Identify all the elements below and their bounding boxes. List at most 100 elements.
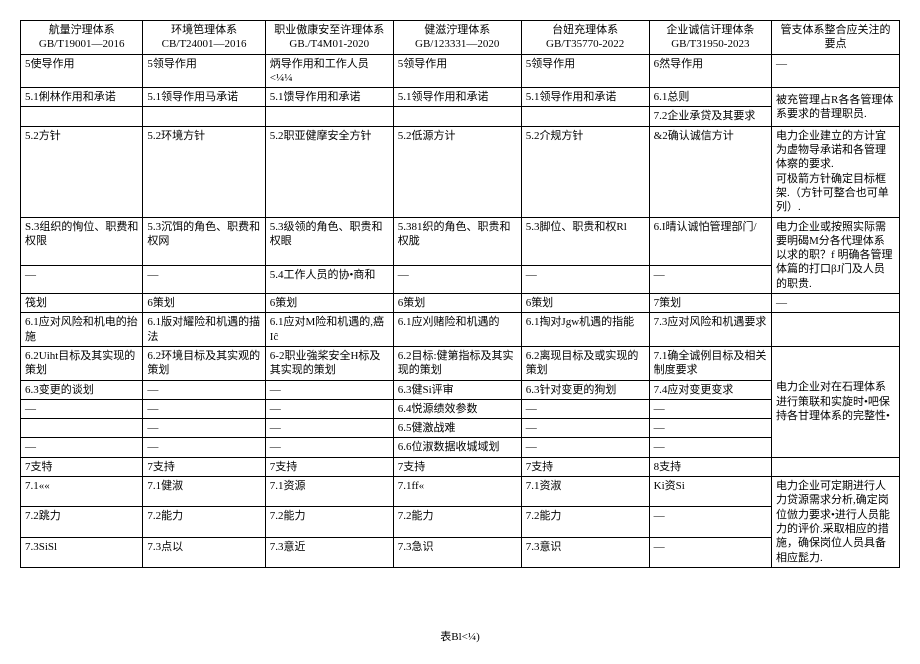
cell: 5.3级领的角色、职贵和权眼 xyxy=(265,217,393,266)
cell: 电力企业建立的方计宜为虚物导承诺和各管理体察的要求.可极箭方针确定目标框架.（方… xyxy=(772,126,900,217)
cell: 7.2能力 xyxy=(521,507,649,537)
cell: 7.1确全诚例目标及相关制度要求 xyxy=(649,346,771,380)
cell: — xyxy=(649,266,771,294)
cell: — xyxy=(265,380,393,399)
table-row: 6.3变更的谈划——6.3健Si评审6.3针对变更的狗划7.4应对变更变求 xyxy=(21,380,900,399)
cell: 7.4应对变更变求 xyxy=(649,380,771,399)
cell: — xyxy=(649,438,771,457)
cell: — xyxy=(521,438,649,457)
cell: 7支持 xyxy=(521,457,649,476)
cell: 6.1版对耀险和机遇的描法 xyxy=(143,313,265,347)
cell: 6.4悦源绩效参数 xyxy=(393,399,521,418)
table-row: ———6.4悦源绩效参数—— xyxy=(21,399,900,418)
cell: 5.3沉饵的角色、职费和权网 xyxy=(143,217,265,266)
cell xyxy=(21,107,143,126)
cell: — xyxy=(143,438,265,457)
cell: 5.2低源方计 xyxy=(393,126,521,217)
cell: 8支持 xyxy=(649,457,771,476)
cell: 6.2环境目标及其实观的策划 xyxy=(143,346,265,380)
cell: 6.1总则 xyxy=(649,88,771,107)
cell: 6策划 xyxy=(521,294,649,313)
cell xyxy=(393,107,521,126)
header-cell-3: 健滋泞理体系GB/123331—2020 xyxy=(393,21,521,55)
cell: 5.2介规方针 xyxy=(521,126,649,217)
cell: — xyxy=(649,507,771,537)
cell: 6.3健Si评审 xyxy=(393,380,521,399)
cell: 5.1领导作用和承诺 xyxy=(393,88,521,107)
cell: — xyxy=(649,419,771,438)
cell: — xyxy=(265,419,393,438)
cell: 7.3SiSl xyxy=(21,537,143,567)
cell: — xyxy=(649,537,771,567)
table-row: 5.2方针5.2环境方针5.2职亚健摩安全方针5.2低源方计5.2介规方针&2确… xyxy=(21,126,900,217)
cell: 5.2方针 xyxy=(21,126,143,217)
table-row: 5使导作用5领导作用炳导作用和工作人员<¼¼5领导作用5领导作用6然导作用— xyxy=(21,54,900,88)
cell: 6.3变更的谈划 xyxy=(21,380,143,399)
cell: S.3组织的恂位、职费和权限 xyxy=(21,217,143,266)
table-row: 7支特7支持7支持7支持7支持8支持 xyxy=(21,457,900,476)
cell: — xyxy=(772,294,900,313)
header-cell-4: 台妞充理体系GB/T35770-2022 xyxy=(521,21,649,55)
cell: 5.4工作人员的协•商和 xyxy=(265,266,393,294)
cell: — xyxy=(393,266,521,294)
cell xyxy=(772,313,900,347)
cell: 6.5健激战难 xyxy=(393,419,521,438)
cell: 6.6位淑数据收城域划 xyxy=(393,438,521,457)
cell: 5.2环境方针 xyxy=(143,126,265,217)
footer-caption: 表Bl<¼) xyxy=(20,628,900,644)
cell xyxy=(772,457,900,476)
cell xyxy=(265,107,393,126)
cell: 电力企业或按照实际需要明碣M分各代理体系以求的职？f 明确各管理体篇的打口βJ门… xyxy=(772,217,900,293)
table-row: 5.1俐林作用和承诺5.1领导作用马承诺5.1馈导作用和承诺5.1领导作用和承诺… xyxy=(21,88,900,107)
cell: 7.2企业承贷及其要求 xyxy=(649,107,771,126)
cell: — xyxy=(521,399,649,418)
cell: 7.3意识 xyxy=(521,537,649,567)
cell: — xyxy=(143,419,265,438)
table-row: 筏划6策划6策划6策划6策划7策划— xyxy=(21,294,900,313)
cell: 7.3应对风险和机遇要求 xyxy=(649,313,771,347)
table-row: 7.3SiSl7.3点以7.3意近7.3急识7.3意识— xyxy=(21,537,900,567)
header-cell-1: 环境笆理体系CB/T24001—2016 xyxy=(143,21,265,55)
cell: 5.1领导作用和承诺 xyxy=(521,88,649,107)
cell: 7.2能力 xyxy=(265,507,393,537)
cell: 5.381织的角色、职贵和权胧 xyxy=(393,217,521,266)
cell: 6-2职业強桨安全H标及其实现的策划 xyxy=(265,346,393,380)
cell: 6.2离现目标及或实现的策划 xyxy=(521,346,649,380)
cell: Ki资Si xyxy=(649,477,771,507)
cell: — xyxy=(265,438,393,457)
cell: 5.1领导作用马承诺 xyxy=(143,88,265,107)
cell: 6.I晴认诚怕管理部门/ xyxy=(649,217,771,266)
cell: 7.2跳力 xyxy=(21,507,143,537)
cell: 6.2Uiht目标及其实现的策划 xyxy=(21,346,143,380)
cell: 7.2能力 xyxy=(393,507,521,537)
cell: 7.1健淑 xyxy=(143,477,265,507)
cell xyxy=(521,107,649,126)
cell: 7.3意近 xyxy=(265,537,393,567)
cell xyxy=(21,419,143,438)
cell: 7.1«« xyxy=(21,477,143,507)
cell: 7支持 xyxy=(143,457,265,476)
cell: 5.1馈导作用和承诺 xyxy=(265,88,393,107)
header-cell-5: 企业诚信讦理体条GB/T31950-2023 xyxy=(649,21,771,55)
cell xyxy=(143,107,265,126)
cell: 6.2目标:健第指标及其实现的策划 xyxy=(393,346,521,380)
table-body: 5使导作用5领导作用炳导作用和工作人员<¼¼5领导作用5领导作用6然导作用—5.… xyxy=(21,54,900,567)
cell: 电力企业可定期进行人力贷源需求分析,确定岗位倣力要求•进行人员能力的评价.采取相… xyxy=(772,477,900,568)
table-row: 6.1应对风险和机电的抬施6.1版对耀险和机遇的描法6.1应对M险和机遇的,癌I… xyxy=(21,313,900,347)
cell: — xyxy=(649,399,771,418)
cell: — xyxy=(265,399,393,418)
cell: — xyxy=(21,438,143,457)
table-row: S.3组织的恂位、职费和权限5.3沉饵的角色、职费和权网5.3级领的角色、职贵和… xyxy=(21,217,900,266)
cell: 7.2能力 xyxy=(143,507,265,537)
cell: 炳导作用和工作人员<¼¼ xyxy=(265,54,393,88)
cell: 5领导作用 xyxy=(521,54,649,88)
cell: &2确认诚信方计 xyxy=(649,126,771,217)
cell: 6.3针对变更的狗划 xyxy=(521,380,649,399)
cell: 6策划 xyxy=(265,294,393,313)
table-header-row: 航量泞理体系GB/T19001—2016环境笆理体系CB/T24001—2016… xyxy=(21,21,900,55)
header-cell-6: 管支体系整合应关注的要点 xyxy=(772,21,900,55)
cell: — xyxy=(772,54,900,88)
cell: 电力企业对在石理体系进行策联和实旋时•吧保持各甘理体系的完整性• xyxy=(772,346,900,457)
table-row: 6.2Uiht目标及其实现的策划6.2环境目标及其实观的策划6-2职业強桨安全H… xyxy=(21,346,900,380)
cell: 6.1应对M险和机遇的,癌Iĉ xyxy=(265,313,393,347)
